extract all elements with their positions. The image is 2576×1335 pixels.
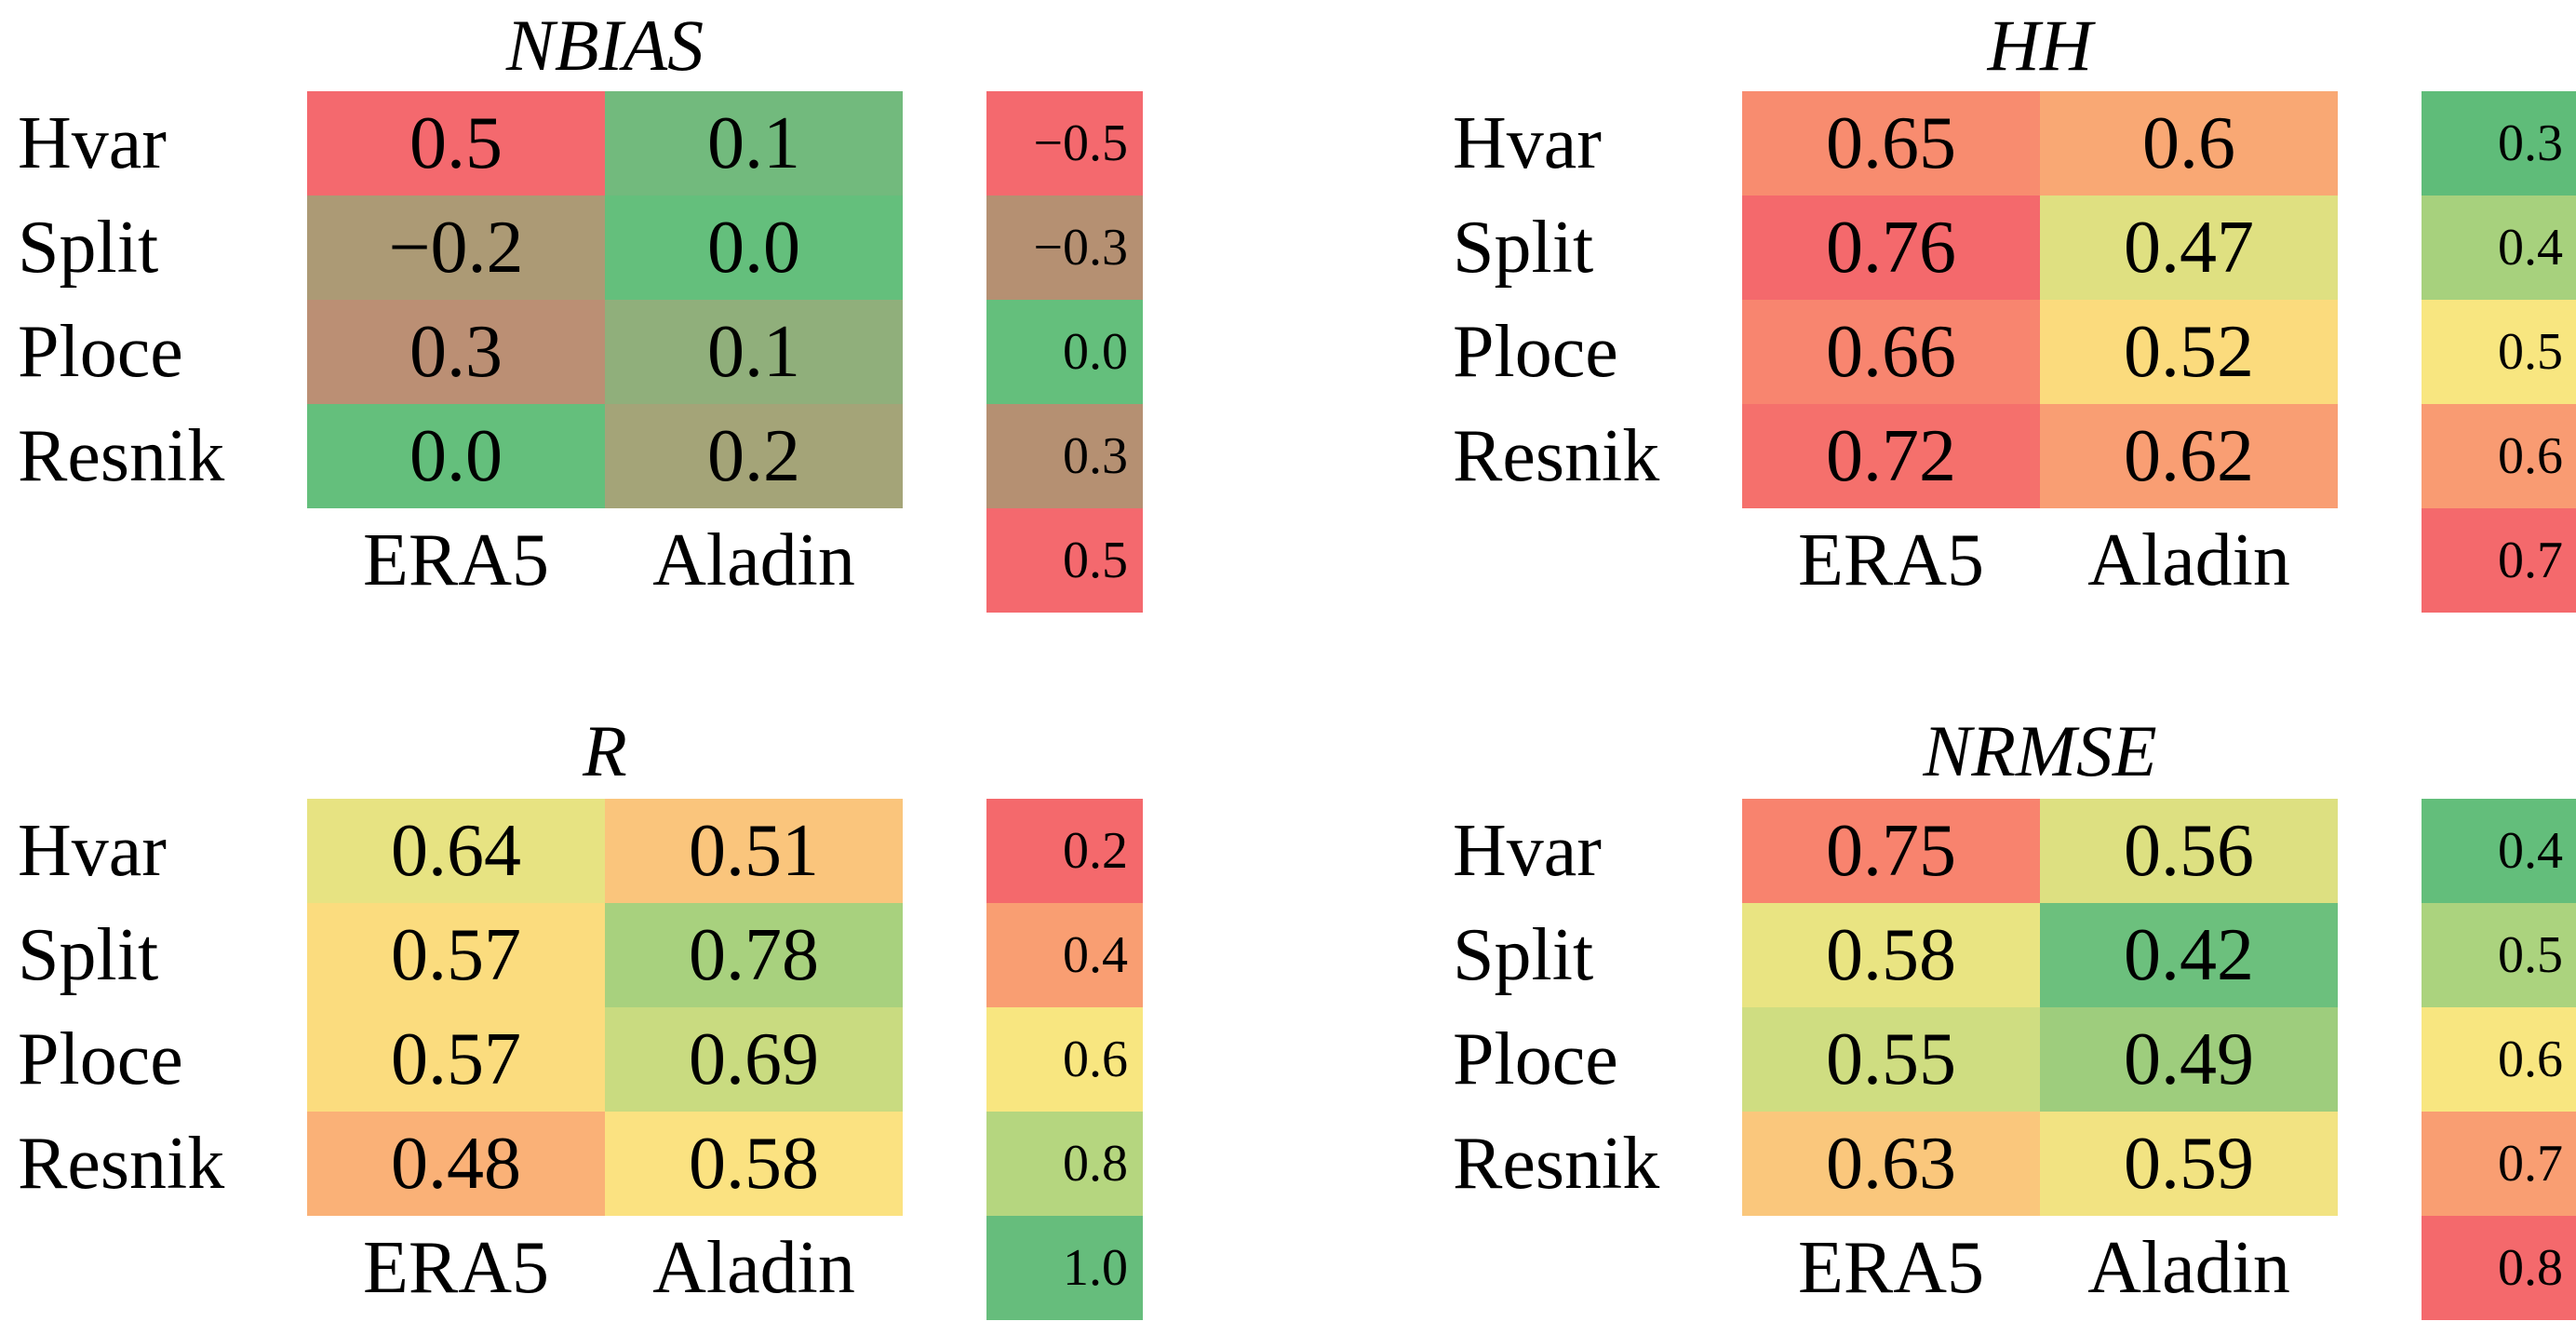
heatmap-cell: 0.42 <box>2040 903 2338 1007</box>
heatmap-cell: −0.2 <box>307 196 605 300</box>
panel-title-nrmse: NRMSE <box>1923 709 2157 791</box>
colorbar-segment: 0.5 <box>2422 903 2576 1007</box>
heatmap-cell: 0.57 <box>307 1007 605 1112</box>
colorbar-segment: 0.3 <box>2422 91 2576 196</box>
panel-title-hh: HH <box>1987 5 2093 86</box>
heatmap-cell: 0.3 <box>307 300 605 404</box>
panel-nrmse: NRMSE Hvar Split Ploce Resnik 0.75 0.56 … <box>1449 703 2576 1320</box>
heatmap-cell: 0.72 <box>1742 404 2040 508</box>
panel-hh: HH Hvar Split Ploce Resnik 0.65 0.6 0.76… <box>1449 0 2576 613</box>
colorbar-segment: 0.4 <box>2422 799 2576 903</box>
heatmap-cell: 0.0 <box>307 404 605 508</box>
heatmap-cell: 0.64 <box>307 799 605 903</box>
row-label: Hvar <box>1453 810 1602 892</box>
row-label: Split <box>1453 207 1594 289</box>
heatmap-cell: 0.48 <box>307 1112 605 1216</box>
colorbar-segment: 0.6 <box>2422 404 2576 508</box>
colorbar: 0.3 0.4 0.5 0.6 0.7 <box>2422 91 2576 613</box>
heatmap-cell: 0.1 <box>605 91 903 196</box>
colorbar-segment: 0.8 <box>2422 1216 2576 1320</box>
heatmap-cell: 0.47 <box>2040 196 2338 300</box>
colorbar-segment: 0.4 <box>2422 196 2576 300</box>
colorbar-segment: 0.4 <box>986 903 1143 1007</box>
colorbar-segment: 0.7 <box>2422 1112 2576 1216</box>
panel-title-nbias: NBIAS <box>505 5 704 86</box>
colorbar-segment: −0.3 <box>986 196 1143 300</box>
row-label: Resnik <box>1453 1123 1660 1205</box>
colorbar: 0.4 0.5 0.6 0.7 0.8 <box>2422 799 2576 1320</box>
heatmap-cell: 0.69 <box>605 1007 903 1112</box>
row-label: Ploce <box>1453 1018 1618 1100</box>
heatmap-cell: 0.0 <box>605 196 903 300</box>
heatmap-cell: 0.51 <box>605 799 903 903</box>
heatmap-cell: 0.1 <box>605 300 903 404</box>
heatmap-cell: 0.55 <box>1742 1007 2040 1112</box>
colorbar-segment: 0.3 <box>986 404 1143 508</box>
col-label: ERA5 <box>1798 519 1984 601</box>
heatmap-cell: 0.49 <box>2040 1007 2338 1112</box>
col-label: Aladin <box>652 519 855 601</box>
colorbar: −0.5 −0.3 0.0 0.3 0.5 <box>986 91 1143 613</box>
heatmap-cell: 0.65 <box>1742 91 2040 196</box>
colorbar-segment: 0.6 <box>2422 1007 2576 1112</box>
row-label: Split <box>18 207 159 289</box>
heatmap-cell: 0.6 <box>2040 91 2338 196</box>
panel-nbias: NBIAS Hvar Split Ploce Resnik 0.5 0.1 −0… <box>14 0 1143 613</box>
col-label: Aladin <box>2087 1227 2290 1309</box>
row-label: Resnik <box>1453 415 1660 497</box>
row-label: Resnik <box>18 415 225 497</box>
heatmap-cell: 0.75 <box>1742 799 2040 903</box>
row-label: Resnik <box>18 1123 225 1205</box>
row-label: Hvar <box>18 102 167 184</box>
row-label: Hvar <box>1453 102 1602 184</box>
heatmap-cell: 0.58 <box>1742 903 2040 1007</box>
col-label: ERA5 <box>1798 1227 1984 1309</box>
colorbar-segment: 0.0 <box>986 300 1143 404</box>
heatmap-cell: 0.78 <box>605 903 903 1007</box>
col-label: Aladin <box>2087 519 2290 601</box>
heatmap-cell: 0.76 <box>1742 196 2040 300</box>
row-label: Ploce <box>18 311 183 393</box>
heatmap-cell: 0.66 <box>1742 300 2040 404</box>
heatmap-cell: 0.59 <box>2040 1112 2338 1216</box>
panel-r: R Hvar Split Ploce Resnik 0.64 0.51 0.57… <box>14 703 1143 1320</box>
heatmap-cell: 0.57 <box>307 903 605 1007</box>
colorbar-segment: 0.6 <box>986 1007 1143 1112</box>
row-label: Hvar <box>18 810 167 892</box>
colorbar-segment: 0.5 <box>986 508 1143 613</box>
heatmap-cell: 0.56 <box>2040 799 2338 903</box>
colorbar-segment: 0.2 <box>986 799 1143 903</box>
colorbar-segment: 0.7 <box>2422 508 2576 613</box>
row-label: Split <box>1453 914 1594 996</box>
heatmap-cell: 0.58 <box>605 1112 903 1216</box>
heatmap-cell: 0.63 <box>1742 1112 2040 1216</box>
col-label: Aladin <box>652 1227 855 1309</box>
colorbar-segment: −0.5 <box>986 91 1143 196</box>
row-label: Ploce <box>18 1018 183 1100</box>
colorbar-segment: 0.5 <box>2422 300 2576 404</box>
col-label: ERA5 <box>363 1227 549 1309</box>
heatmap-cell: 0.52 <box>2040 300 2338 404</box>
row-label: Split <box>18 914 159 996</box>
col-label: ERA5 <box>363 519 549 601</box>
colorbar-segment: 1.0 <box>986 1216 1143 1320</box>
heatmap-cell: 0.5 <box>307 91 605 196</box>
panel-title-r: R <box>583 709 627 791</box>
row-label: Ploce <box>1453 311 1618 393</box>
colorbar: 0.2 0.4 0.6 0.8 1.0 <box>986 799 1143 1320</box>
colorbar-segment: 0.8 <box>986 1112 1143 1216</box>
heatmap-cell: 0.62 <box>2040 404 2338 508</box>
heatmap-cell: 0.2 <box>605 404 903 508</box>
